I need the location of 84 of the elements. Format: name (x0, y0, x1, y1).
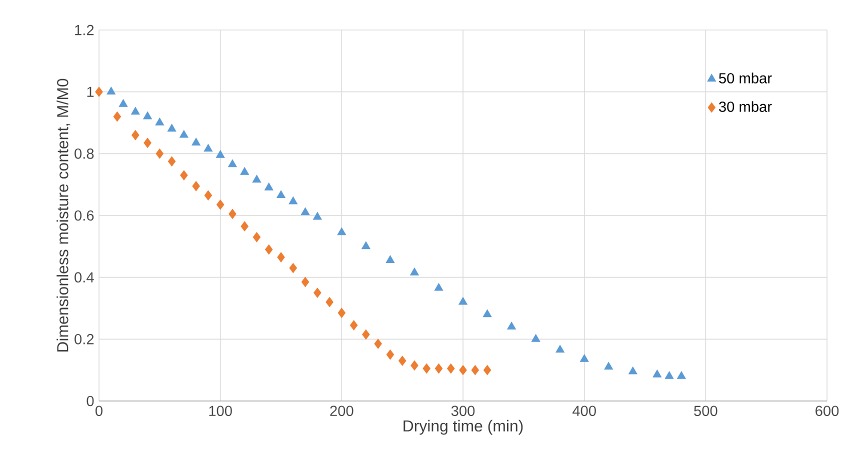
y-tick-label: 0.4 (74, 272, 94, 283)
point (350, 320, 358, 330)
x-tick-label: 200 (330, 406, 354, 416)
point (556, 344, 564, 353)
y-tick-label: 1 (87, 86, 94, 97)
point (664, 371, 674, 379)
y-tick-label: 0.2 (74, 334, 94, 344)
point (180, 130, 188, 138)
point (434, 283, 444, 291)
point (604, 362, 614, 370)
point (362, 329, 370, 340)
point (338, 308, 346, 318)
point (386, 255, 395, 263)
point (204, 190, 212, 200)
point (677, 371, 686, 379)
point (434, 363, 443, 374)
point (531, 334, 540, 342)
point (192, 138, 200, 146)
point (301, 276, 310, 288)
point (216, 200, 224, 210)
point (410, 360, 418, 370)
legend-label: 50 mbar (719, 72, 772, 84)
point (362, 241, 370, 250)
y-tick-label: 0.8 (74, 148, 94, 159)
point (483, 365, 492, 376)
y-tick-label: 1.2 (75, 24, 94, 36)
point (313, 212, 322, 220)
point (143, 112, 152, 120)
point (422, 363, 430, 374)
point (374, 338, 382, 349)
legend-label: 30 mbar (719, 101, 772, 112)
point (252, 174, 262, 183)
x-tick-label: 300 (451, 406, 475, 416)
point (155, 118, 164, 126)
point (326, 297, 334, 308)
x-tick-label: 100 (209, 406, 232, 416)
point (289, 263, 297, 274)
x-tick-label: 400 (572, 406, 596, 416)
point (180, 170, 188, 180)
point (265, 244, 273, 255)
point (132, 130, 140, 140)
point (314, 288, 322, 298)
point (580, 354, 589, 362)
point (216, 150, 225, 158)
x-tick-label: 500 (694, 406, 718, 416)
point (288, 196, 298, 204)
point (204, 144, 213, 152)
y-tick-label: 0 (86, 396, 94, 406)
point (144, 138, 152, 148)
point (398, 356, 406, 366)
point (264, 182, 274, 190)
point (240, 167, 250, 175)
point (471, 365, 479, 376)
point (228, 159, 237, 168)
point (652, 370, 662, 378)
point (192, 181, 200, 192)
point (240, 221, 248, 232)
point (113, 112, 122, 122)
point (118, 99, 128, 107)
point (628, 366, 638, 374)
point (276, 190, 286, 198)
y-tick-label: 0.6 (74, 210, 94, 221)
point (459, 365, 467, 376)
point (167, 124, 176, 132)
point (252, 232, 261, 242)
point (482, 309, 492, 318)
point (300, 207, 310, 216)
x-tick-label: 0 (96, 406, 102, 416)
point (156, 148, 164, 159)
y-axis-title: Dimensionless moisture content, M/M0 (56, 78, 70, 352)
point (337, 227, 346, 236)
point (277, 252, 285, 262)
point (168, 156, 176, 166)
point (458, 297, 468, 305)
point (410, 268, 419, 276)
point (447, 363, 455, 374)
point (131, 106, 140, 115)
point (106, 86, 116, 94)
x-axis-title: Drying time (min) (404, 420, 523, 435)
point (228, 208, 236, 219)
point (386, 350, 394, 360)
point (95, 86, 103, 97)
x-tick-label: 600 (816, 406, 839, 416)
point (507, 322, 516, 330)
